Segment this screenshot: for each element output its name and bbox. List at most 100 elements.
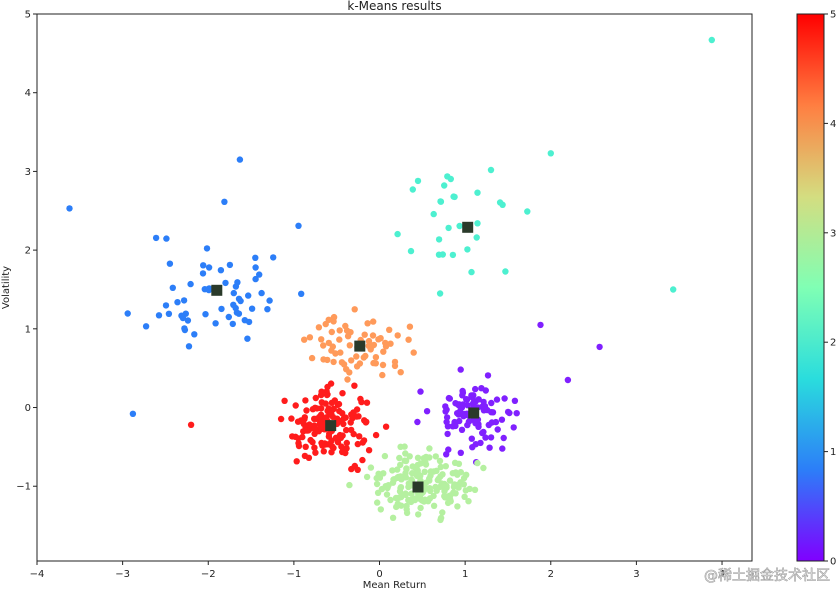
- data-point: [372, 354, 380, 361]
- data-point: [292, 433, 299, 440]
- cluster-centroid-marker: [211, 284, 223, 296]
- data-point: [319, 442, 326, 449]
- data-point: [457, 366, 464, 373]
- data-point: [437, 198, 444, 205]
- cluster-centroid-marker: [468, 407, 480, 419]
- data-point: [498, 416, 506, 423]
- data-point: [187, 421, 195, 428]
- data-point: [205, 264, 213, 271]
- data-point: [457, 469, 464, 476]
- cluster-centroid-marker: [462, 221, 474, 233]
- data-point: [245, 292, 252, 299]
- y-axis-label: Volatility: [1, 266, 12, 309]
- data-point: [330, 358, 337, 366]
- data-point: [394, 230, 401, 238]
- data-point: [217, 267, 225, 274]
- data-point: [203, 245, 211, 252]
- data-point: [325, 316, 332, 323]
- data-point: [397, 493, 405, 501]
- data-point: [487, 434, 495, 441]
- data-point: [432, 453, 439, 460]
- data-point: [381, 452, 389, 460]
- data-point: [326, 430, 333, 437]
- data-point: [502, 268, 509, 275]
- data-point: [372, 431, 380, 439]
- colorbar-tick-label: 5: [830, 10, 836, 21]
- data-point: [444, 430, 451, 438]
- data-point: [222, 279, 229, 287]
- data-point: [324, 383, 331, 391]
- data-point: [488, 419, 496, 426]
- data-point: [343, 327, 351, 334]
- data-point: [433, 467, 440, 474]
- data-point: [169, 284, 176, 291]
- data-point: [436, 457, 444, 465]
- data-point: [379, 361, 387, 369]
- data-point: [323, 391, 331, 399]
- data-point: [301, 414, 308, 421]
- data-point: [474, 459, 481, 467]
- data-point: [232, 304, 239, 312]
- data-point: [443, 418, 450, 426]
- data-point: [348, 465, 355, 473]
- data-point: [433, 487, 440, 494]
- data-point: [307, 436, 314, 444]
- data-point: [336, 336, 343, 343]
- x-tick-label: −3: [115, 569, 130, 580]
- data-point: [292, 402, 299, 409]
- data-point: [303, 407, 310, 414]
- data-point: [486, 444, 493, 451]
- data-point: [454, 410, 461, 417]
- data-point: [370, 318, 377, 325]
- data-point: [547, 150, 554, 157]
- data-point: [181, 325, 188, 332]
- data-point: [311, 444, 318, 451]
- data-point: [426, 495, 434, 502]
- data-point: [311, 422, 318, 429]
- data-point: [178, 312, 185, 319]
- data-point: [320, 342, 327, 349]
- data-point: [328, 399, 336, 406]
- data-point: [288, 415, 295, 422]
- data-point: [252, 275, 259, 283]
- data-point: [414, 177, 422, 185]
- data-point: [479, 429, 486, 437]
- data-point: [318, 388, 325, 395]
- data-point: [421, 468, 428, 475]
- data-point: [350, 430, 357, 438]
- data-point: [405, 336, 412, 343]
- colorbar-tick-label: 1: [830, 447, 836, 458]
- data-point: [447, 175, 454, 183]
- data-point: [450, 193, 457, 200]
- data-point: [454, 503, 461, 510]
- data-point: [430, 502, 438, 509]
- data-point: [258, 289, 265, 297]
- colorbar-tick-label: 4: [830, 119, 836, 130]
- data-point: [513, 410, 520, 417]
- data-point: [329, 343, 336, 350]
- data-point: [221, 198, 228, 205]
- data-point: [465, 498, 472, 505]
- data-point: [155, 312, 163, 319]
- data-point: [488, 399, 495, 407]
- data-point: [596, 343, 603, 351]
- data-point: [200, 262, 207, 269]
- data-point: [367, 346, 374, 353]
- data-point: [301, 336, 308, 343]
- data-point: [124, 310, 131, 317]
- data-point: [464, 246, 471, 253]
- data-point: [449, 251, 457, 259]
- data-point: [462, 487, 469, 494]
- data-point: [417, 504, 424, 512]
- data-point: [390, 476, 397, 483]
- data-point: [484, 372, 492, 379]
- data-point: [365, 337, 373, 345]
- data-point: [499, 445, 506, 452]
- y-tick-label: 2: [25, 246, 31, 257]
- data-point: [236, 156, 244, 163]
- data-point: [394, 466, 401, 473]
- data-point: [332, 350, 339, 357]
- watermark-text: @稀土掘金技术社区: [704, 568, 830, 584]
- data-point: [473, 234, 480, 241]
